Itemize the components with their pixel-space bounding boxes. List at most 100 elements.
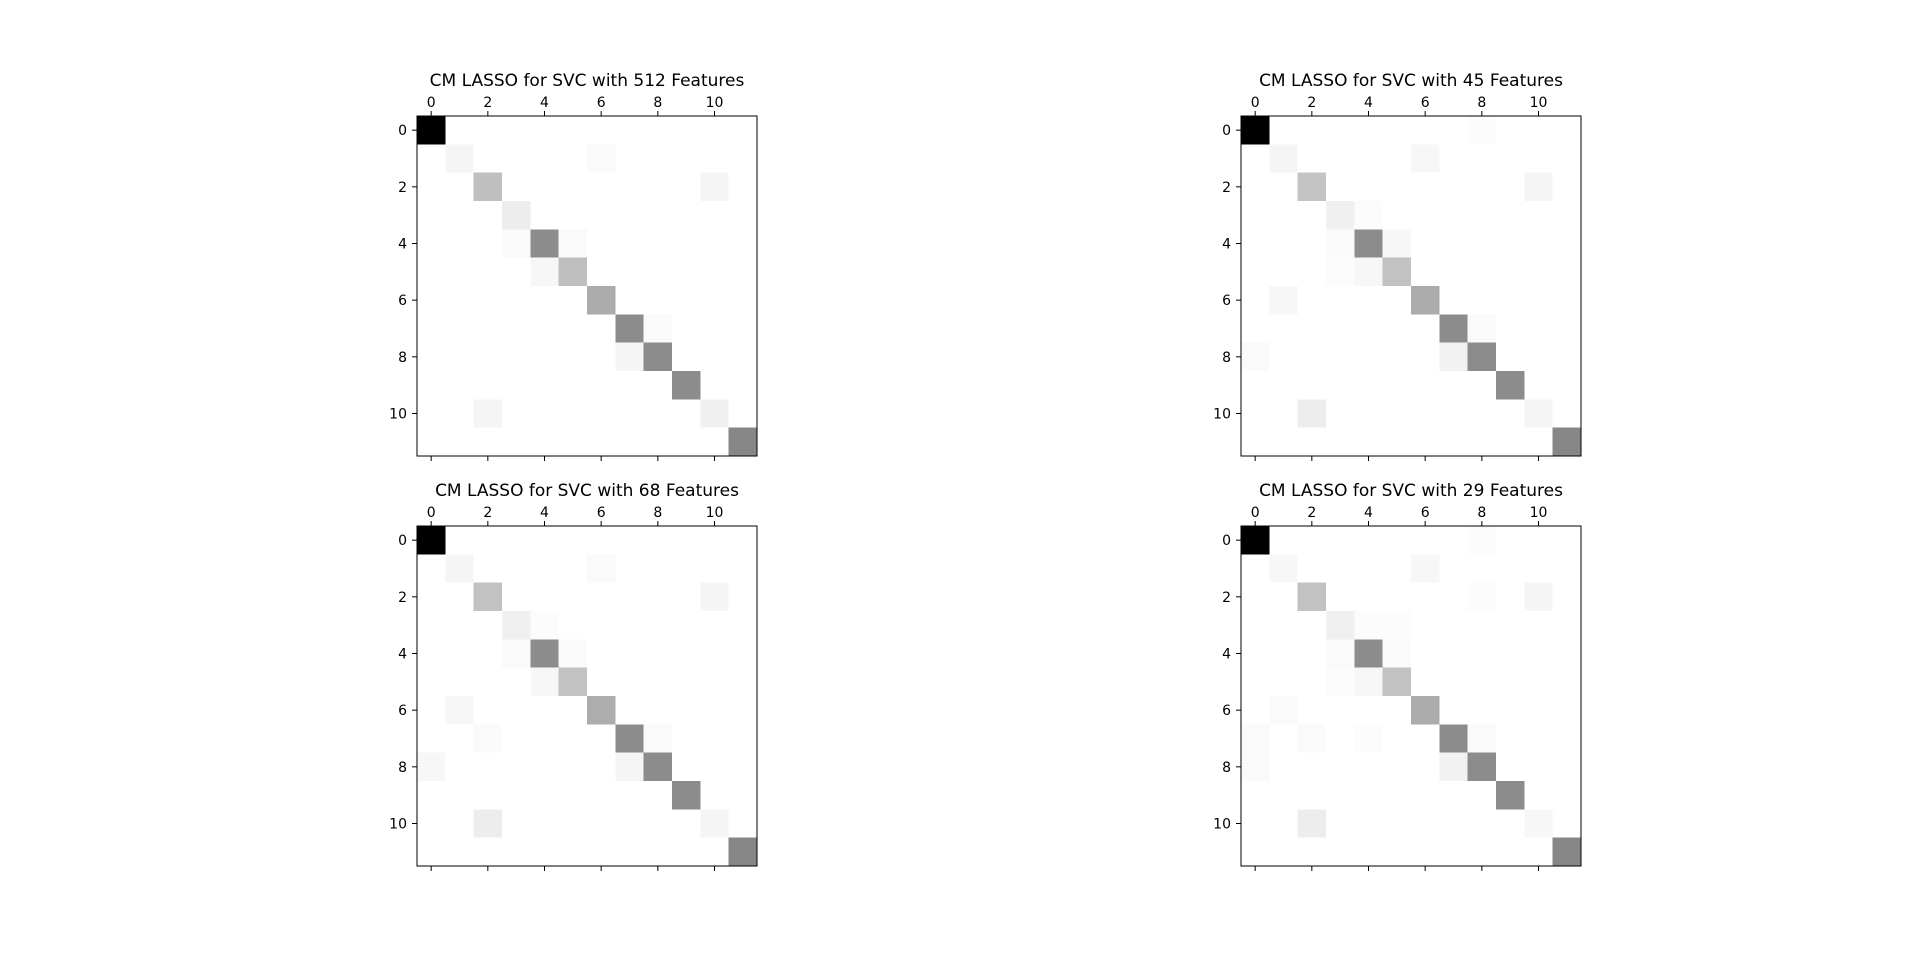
heatmap-cell [417, 342, 446, 372]
y-tick-label: 0 [1222, 533, 1231, 549]
x-tick-label: 8 [653, 505, 662, 521]
heatmap-cell [672, 809, 701, 838]
heatmap-cell [530, 371, 559, 400]
heatmap-cell [1382, 582, 1412, 612]
heatmap-cell [728, 526, 758, 555]
heatmap-cell [502, 582, 531, 612]
heatmap-cell [417, 257, 446, 287]
heatmap-cell [1241, 257, 1270, 287]
heatmap-cell [1297, 371, 1327, 400]
heatmap-cell [1269, 752, 1298, 782]
heatmap-cell [502, 371, 531, 400]
heatmap-cell [1326, 667, 1355, 697]
heatmap-cell [587, 371, 616, 400]
x-tick-label: 6 [1421, 95, 1430, 111]
heatmap-cell [1467, 286, 1497, 315]
heatmap-cell [473, 554, 503, 583]
heatmap-cell [1269, 144, 1298, 173]
heatmap-cell [672, 752, 701, 782]
heatmap-cell [643, 752, 673, 782]
heatmap-cell [1241, 172, 1270, 202]
heatmap-cell [1297, 611, 1327, 640]
heatmap-cell [473, 611, 503, 640]
heatmap-cell [1411, 144, 1440, 173]
heatmap-cell [1524, 554, 1553, 583]
heatmap-cell [1297, 696, 1327, 725]
heatmap-cell [473, 371, 503, 400]
heatmap-cell [1496, 696, 1525, 725]
heatmap-cell [502, 229, 531, 258]
heatmap-cell [1552, 724, 1582, 753]
heatmap-cell [728, 314, 758, 343]
heatmap-cell [1297, 427, 1327, 457]
heatmap-cell [643, 611, 673, 640]
heatmap-cell [615, 752, 644, 782]
heatmap-cell [728, 752, 758, 782]
heatmap-cell [1382, 286, 1412, 315]
heatmap-cell [1467, 724, 1497, 753]
plot-frame [1240, 115, 1582, 457]
heatmap-cell [1467, 809, 1497, 838]
heatmap-cell [445, 314, 474, 343]
heatmap-cell [1269, 667, 1298, 697]
y-tick-label: 8 [1222, 760, 1231, 776]
heatmap-cell [587, 116, 616, 145]
heatmap-cell [502, 257, 531, 287]
heatmap-cell [1297, 526, 1327, 555]
heatmap-cell [1354, 314, 1383, 343]
heatmap-cell [445, 582, 474, 612]
heatmap-cell [1552, 201, 1582, 230]
heatmap-cell [700, 371, 729, 400]
heatmap-cell [417, 144, 446, 173]
heatmap-cell [1354, 286, 1383, 315]
heatmap-cell [530, 696, 559, 725]
heatmap-cell [1411, 809, 1440, 838]
heatmap-cell [1382, 399, 1412, 428]
heatmap-cell [1269, 427, 1298, 457]
heatmap-cell [1467, 582, 1497, 612]
heatmap-cell [1524, 667, 1553, 697]
heatmap-cell [1467, 667, 1497, 697]
heatmap-cell [672, 314, 701, 343]
heatmap-cell [1297, 837, 1327, 867]
heatmap-cell [502, 639, 531, 668]
heatmap-cell [1241, 781, 1270, 810]
heatmap-cell [530, 314, 559, 343]
heatmap-cell [502, 781, 531, 810]
heatmap-cell [587, 172, 616, 202]
heatmap-cell [615, 257, 644, 287]
heatmap-cell [672, 342, 701, 372]
heatmap-cell [1411, 314, 1440, 343]
heatmap-cell [1552, 399, 1582, 428]
heatmap-cell [1326, 342, 1355, 372]
heatmap-cell [1382, 201, 1412, 230]
heatmap-cell [1439, 371, 1468, 400]
y-tick-label: 10 [389, 407, 407, 423]
heatmap-cell [1297, 257, 1327, 287]
heatmap-cell [530, 837, 559, 867]
heatmap-cell [672, 526, 701, 555]
heatmap-cell [1552, 781, 1582, 810]
heatmap-cell [615, 286, 644, 315]
heatmap-cell [1411, 554, 1440, 583]
heatmap-cell [1326, 427, 1355, 457]
heatmap-cell [1524, 257, 1553, 287]
heatmap-cell [1269, 837, 1298, 867]
heatmap-cell [1524, 342, 1553, 372]
heatmap-cell [1496, 144, 1525, 173]
heatmap-cell [1467, 201, 1497, 230]
heatmap-cell [1496, 809, 1525, 838]
heatmap-cell [1326, 314, 1355, 343]
heatmap-cell [728, 554, 758, 583]
heatmap-cell [587, 286, 616, 315]
heatmap-cell [1411, 342, 1440, 372]
heatmap-cell [728, 611, 758, 640]
heatmap-cell [1382, 724, 1412, 753]
heatmap-cell [473, 667, 503, 697]
heatmap-cell [502, 837, 531, 867]
heatmap-cell [558, 314, 588, 343]
heatmap-cell [643, 582, 673, 612]
heatmap-cell [1269, 526, 1298, 555]
heatmap-cell [1496, 554, 1525, 583]
heatmap-cell [1467, 371, 1497, 400]
